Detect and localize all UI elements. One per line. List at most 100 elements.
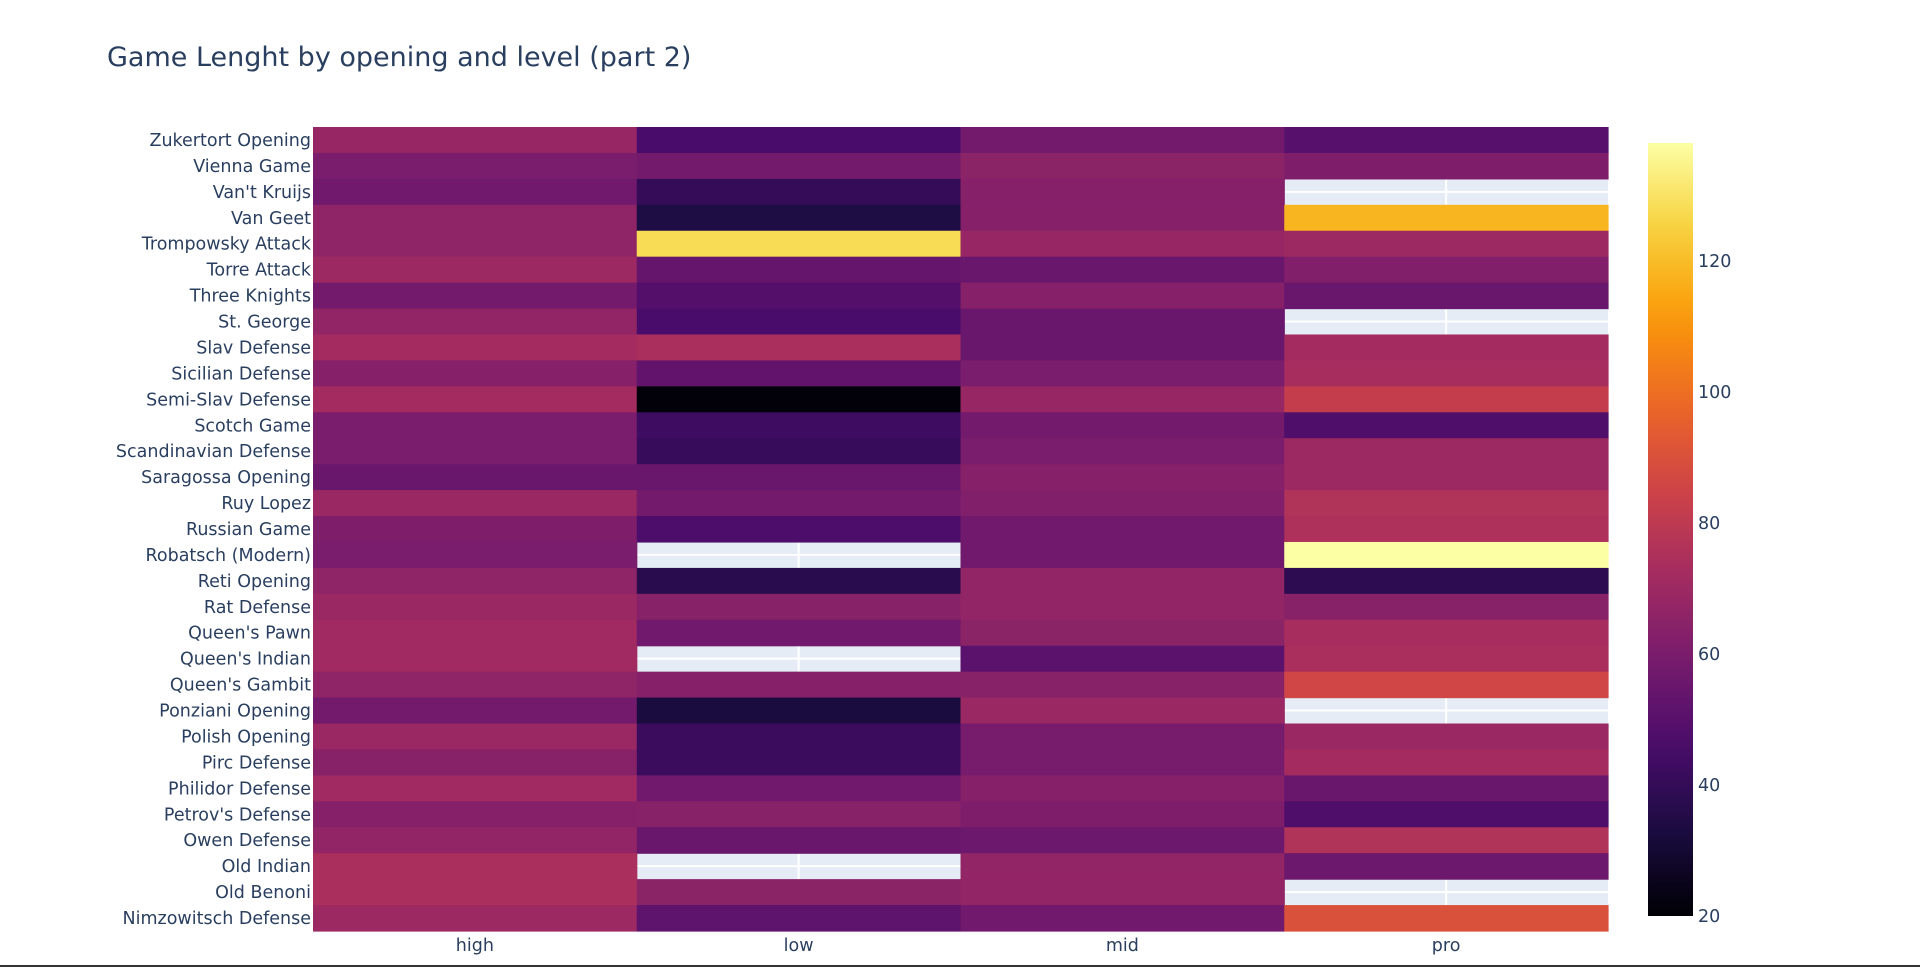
- heatmap-cell: [960, 230, 1285, 258]
- y-tick-label: Scotch Game: [194, 416, 311, 436]
- heatmap-cell: [960, 801, 1285, 828]
- heatmap-cell: [636, 827, 962, 854]
- heatmap-cell: [960, 879, 1285, 906]
- heatmap-cell: [960, 464, 1285, 491]
- heatmap-cell: [1284, 360, 1609, 387]
- heatmap-cell: [313, 204, 638, 232]
- heatmap-cell: [636, 464, 962, 491]
- heatmap-cell: [636, 282, 962, 310]
- heatmap-cell: [313, 360, 638, 387]
- heatmap-cell: [1284, 438, 1609, 465]
- heatmap-cell: [313, 567, 638, 595]
- heatmap-cell: [313, 412, 638, 439]
- heatmap-cell: [636, 230, 962, 258]
- heatmap-cell: [313, 334, 638, 362]
- heatmap-cell: [636, 412, 962, 439]
- heatmap-cell: [636, 593, 962, 621]
- heatmap-cell: [960, 204, 1285, 232]
- heatmap-cell: [313, 282, 638, 310]
- heatmap-cell: [636, 619, 962, 647]
- heatmap-cell: [1284, 567, 1609, 595]
- colorbar-tick-label: 40: [1698, 776, 1720, 796]
- heatmap-cell: [313, 645, 638, 673]
- heatmap-cell: [636, 438, 962, 465]
- heatmap-cell: [313, 438, 638, 465]
- heatmap-cell: [960, 905, 1285, 932]
- heatmap-cell: [636, 905, 962, 932]
- heatmap-cell: [636, 516, 962, 543]
- heatmap-cell: [960, 256, 1285, 284]
- y-tick-label: Rat Defense: [204, 598, 311, 618]
- heatmap-cell: [960, 127, 1285, 154]
- heatmap-cell: [1284, 905, 1609, 932]
- heatmap-cell: [636, 127, 962, 154]
- heatmap-cell: [636, 386, 962, 413]
- heatmap-cell: [636, 152, 962, 180]
- heatmap-cell: [636, 697, 962, 725]
- y-tick-label: Torre Attack: [206, 261, 312, 281]
- heatmap-cell: [1284, 593, 1609, 621]
- heatmap-cell: [636, 879, 962, 906]
- heatmap-cell: [636, 178, 962, 206]
- heatmap-cell: [1284, 671, 1609, 699]
- heatmap-cell: [313, 256, 638, 284]
- heatmap-cell: [960, 749, 1285, 776]
- colorbar-tick-label: 20: [1698, 907, 1720, 927]
- heatmap-cell: [960, 152, 1285, 180]
- y-tick-label: Saragossa Opening: [141, 468, 311, 488]
- heatmap-cells: [313, 127, 1609, 932]
- y-tick-label: Queen's Pawn: [188, 624, 311, 644]
- heatmap-cell: [313, 697, 638, 725]
- heatmap-cell: [1284, 645, 1609, 673]
- heatmap-cell: [960, 827, 1285, 854]
- heatmap-cell: [1284, 386, 1609, 413]
- heatmap-cell: [636, 204, 962, 232]
- heatmap-cell: [1284, 801, 1609, 828]
- heatmap-cell: [313, 541, 638, 569]
- y-tick-label: Van Geet: [231, 209, 311, 229]
- chart-title: Game Lenght by opening and level (part 2…: [107, 42, 692, 73]
- heatmap-cell: [313, 853, 638, 880]
- heatmap-cell: [1284, 749, 1609, 776]
- colorbar: [1648, 143, 1693, 916]
- heatmap-cell: [313, 490, 638, 517]
- x-tick-label: low: [784, 936, 814, 956]
- colorbar-tick-label: 60: [1698, 645, 1720, 665]
- colorbar-tick-label: 80: [1698, 514, 1720, 534]
- heatmap-cell: [1284, 490, 1609, 517]
- heatmap-cell: [313, 671, 638, 699]
- heatmap-cell: [636, 490, 962, 517]
- heatmap-cell: [960, 697, 1285, 725]
- y-tick-label: Sicilian Defense: [171, 364, 311, 384]
- heatmap-cell: [636, 567, 962, 595]
- y-tick-label: Vienna Game: [193, 157, 311, 177]
- heatmap-cell: [1284, 282, 1609, 310]
- heatmap-cell: [313, 827, 638, 854]
- y-tick-label: Old Benoni: [215, 883, 311, 903]
- y-tick-label: Queen's Gambit: [170, 676, 311, 696]
- bottom-divider: [0, 965, 1920, 967]
- heatmap-cell: [636, 256, 962, 284]
- heatmap-cell: [313, 905, 638, 932]
- colorbar-tick-label: 100: [1698, 383, 1731, 403]
- heatmap-cell: [313, 386, 638, 413]
- x-tick-label: mid: [1106, 936, 1139, 956]
- y-tick-label: Van't Kruijs: [213, 183, 311, 203]
- heatmap-cell: [313, 775, 638, 802]
- heatmap-cell: [313, 801, 638, 828]
- heatmap-cell: [960, 282, 1285, 310]
- heatmap-cell: [313, 152, 638, 180]
- heatmap-cell: [313, 749, 638, 776]
- y-tick-label: Scandinavian Defense: [116, 442, 311, 462]
- heatmap-cell: [1284, 775, 1609, 802]
- heatmap-cell: [960, 671, 1285, 699]
- heatmap-cell: [960, 308, 1285, 336]
- heatmap-cell: [960, 541, 1285, 569]
- heatmap-cell: [960, 412, 1285, 439]
- heatmap-cell: [960, 438, 1285, 465]
- heatmap-cell: [636, 749, 962, 776]
- heatmap-cell: [636, 360, 962, 387]
- y-tick-label: St. George: [218, 313, 311, 333]
